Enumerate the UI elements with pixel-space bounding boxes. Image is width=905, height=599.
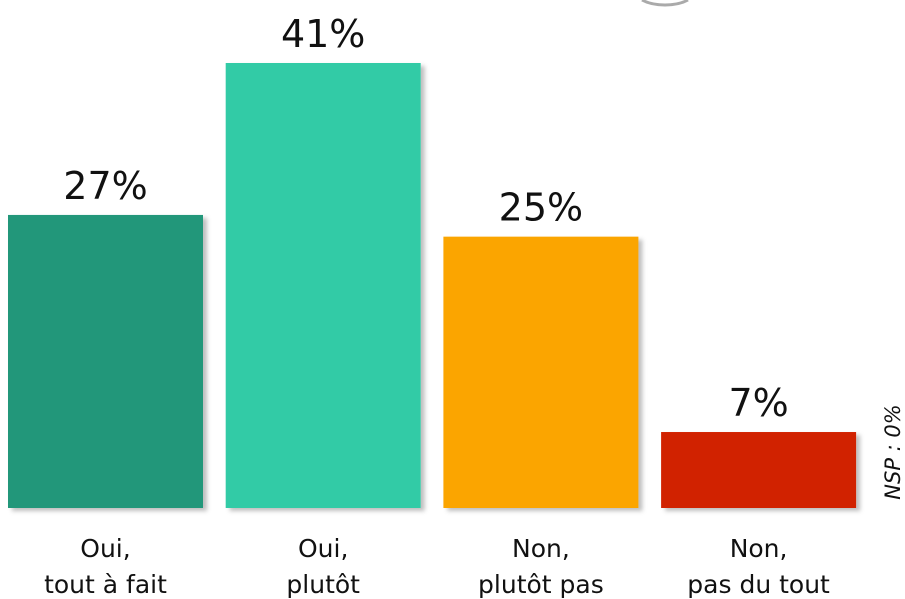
bar [661, 432, 857, 508]
value-label: 25% [499, 186, 583, 230]
annotation: NSP : 0% [881, 404, 905, 499]
category-label: Oui, plutôt [286, 534, 360, 599]
bar [8, 214, 203, 508]
bar [443, 236, 639, 508]
decoration [641, 0, 689, 7]
category-label: Non, pas du tout [687, 534, 830, 599]
category-label: Oui, tout à fait [44, 534, 167, 599]
bar [225, 63, 421, 508]
value-label: 7% [728, 381, 788, 425]
category-label: Non, plutôt pas [478, 534, 604, 599]
value-label: 41% [281, 12, 365, 56]
value-label: 27% [63, 164, 147, 208]
